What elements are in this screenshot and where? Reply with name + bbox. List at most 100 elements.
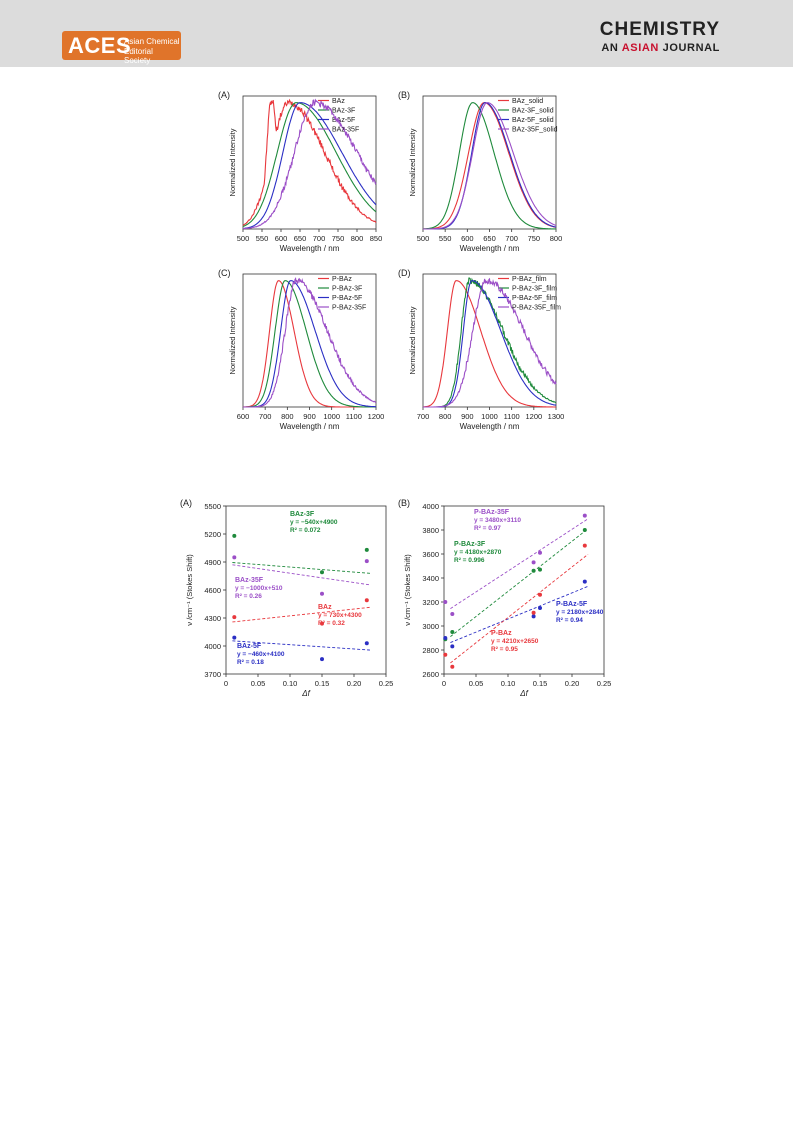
x-tick-label: 500 [237,234,250,243]
fit-line [450,553,589,664]
data-point [443,652,448,657]
legend-label: P-BAz [332,276,352,283]
legend-label: BAz-3F [332,108,355,115]
x-tick-label: 800 [351,234,364,243]
legend-label: P-BAz-35F [332,305,366,312]
journal-sub-journal: JOURNAL [662,42,720,54]
x-tick-label: 600 [237,412,250,421]
fit-equation: y = −1000x+510 [235,585,283,592]
series-line-0 [242,280,376,408]
aces-logo-word: ACES [68,33,132,58]
fit-r2: R² = 0.18 [237,659,264,666]
data-point [232,533,237,538]
data-point [450,612,455,616]
spectra-chart-d: (D) 700 800 900 1000 1100 1200 1300 Wavelength /… [398,268,564,431]
series-label: P-BAz-5F [556,601,588,608]
panel-label: (A) [218,90,230,100]
y-tick-label: 2600 [422,670,439,679]
x-tick-label: 600 [275,234,288,243]
data-point [531,610,536,615]
x-tick-label: 800 [550,234,563,243]
x-tick-label: 900 [461,412,474,421]
series-label: BAz-3F [290,511,315,518]
y-tick-label: 3800 [422,526,439,535]
x-tick-label: 0.15 [315,679,330,688]
fit-r2: R² = 0.94 [556,617,583,624]
series-line-3 [423,102,557,230]
series-label: BAz [318,604,332,611]
x-tick-label: 0.25 [597,679,612,688]
stokes-shift-chart-b: (B) 2600 2800 3000 3200 3400 3600 3800 4000 0 0.05… [398,498,612,698]
x-tick-label: 600 [461,234,474,243]
y-tick-label: 4300 [204,614,221,623]
data-point [531,614,536,619]
plot-frame [422,273,557,408]
spectra-chart-a: (A) 500 550 600 650 700 750 800 850 Wavelength / … [218,90,383,253]
series-line-3 [243,277,377,408]
data-point [531,568,536,573]
y-tick-label: 3600 [422,550,439,559]
x-tick-label: 0.20 [347,679,362,688]
y-axis-label: Normalized Intensity [228,128,237,196]
series-line-2 [423,102,557,230]
y-tick-label: 4600 [204,586,221,595]
y-tick-label: 4000 [422,502,439,511]
legend-label: BAz-3F_solid [512,108,554,115]
stokes-shift-chart-a: (A) 3700 4000 4300 4600 4900 5200 5500 0 0.05 0.10… [180,498,394,698]
data-point [320,570,324,575]
fit-r2: R² = 0.97 [474,525,501,532]
series-line-0 [242,98,377,226]
data-point [232,555,237,560]
data-point [538,592,542,597]
series-line-3 [242,98,377,230]
x-tick-label: 500 [417,234,430,243]
x-tick-label: 1200 [368,412,385,421]
data-point [538,567,542,572]
fit-equation: y = −460x+4100 [237,651,285,658]
page-header: ACES Asian Chemical Editorial Society CH… [0,0,793,67]
plot-frame [242,95,377,230]
x-tick-label: 850 [370,234,383,243]
legend-label: P-BAz-5F [332,295,362,302]
fit-equation: y = 730x+4300 [318,612,362,619]
legend-label: BAz [332,98,345,105]
data-point [582,528,587,532]
data-point [450,664,455,669]
series-line-0 [423,280,556,408]
spectra-chart-c: (C) 600 700 800 900 1000 1100 1200 Wavelength / … [218,268,385,431]
data-point [232,615,237,620]
x-axis-label: Wavelength / nm [280,422,340,431]
x-tick-label: 0.25 [379,679,394,688]
panel-label: (B) [398,90,410,100]
series-line-1 [423,277,557,408]
x-tick-label: 1100 [346,412,362,421]
x-tick-label: 1000 [481,412,498,421]
data-point [582,579,587,584]
y-tick-label: 3700 [204,670,221,679]
series-label: P-BAz [491,630,512,637]
data-point [582,543,587,548]
plot-frame [422,95,557,230]
panel-label: (A) [180,498,192,508]
data-point [364,641,369,646]
x-tick-label: 650 [483,234,496,243]
data-point [364,559,369,564]
series-line-0 [423,102,557,230]
panel-label: (C) [218,268,231,278]
x-tick-label: 750 [332,234,345,243]
fit-equation: y = 3480x+3110 [474,517,521,524]
fit-equation: y = −540x+4900 [290,519,338,526]
legend-label: BAz-5F [332,117,355,124]
data-point [531,560,536,565]
y-axis-label: ν /cm⁻¹ (Stokes Shift) [403,554,412,626]
y-tick-label: 4000 [204,642,221,651]
y-tick-label: 3000 [422,622,439,631]
fit-r2: R² = 0.32 [318,620,345,627]
x-tick-label: 0.05 [469,679,484,688]
series-line-3 [423,277,557,408]
x-tick-label: 700 [313,234,326,243]
y-tick-label: 3200 [422,598,439,607]
data-point [364,547,369,552]
y-tick-label: 5200 [204,530,221,539]
fit-r2: R² = 0.072 [290,527,321,534]
